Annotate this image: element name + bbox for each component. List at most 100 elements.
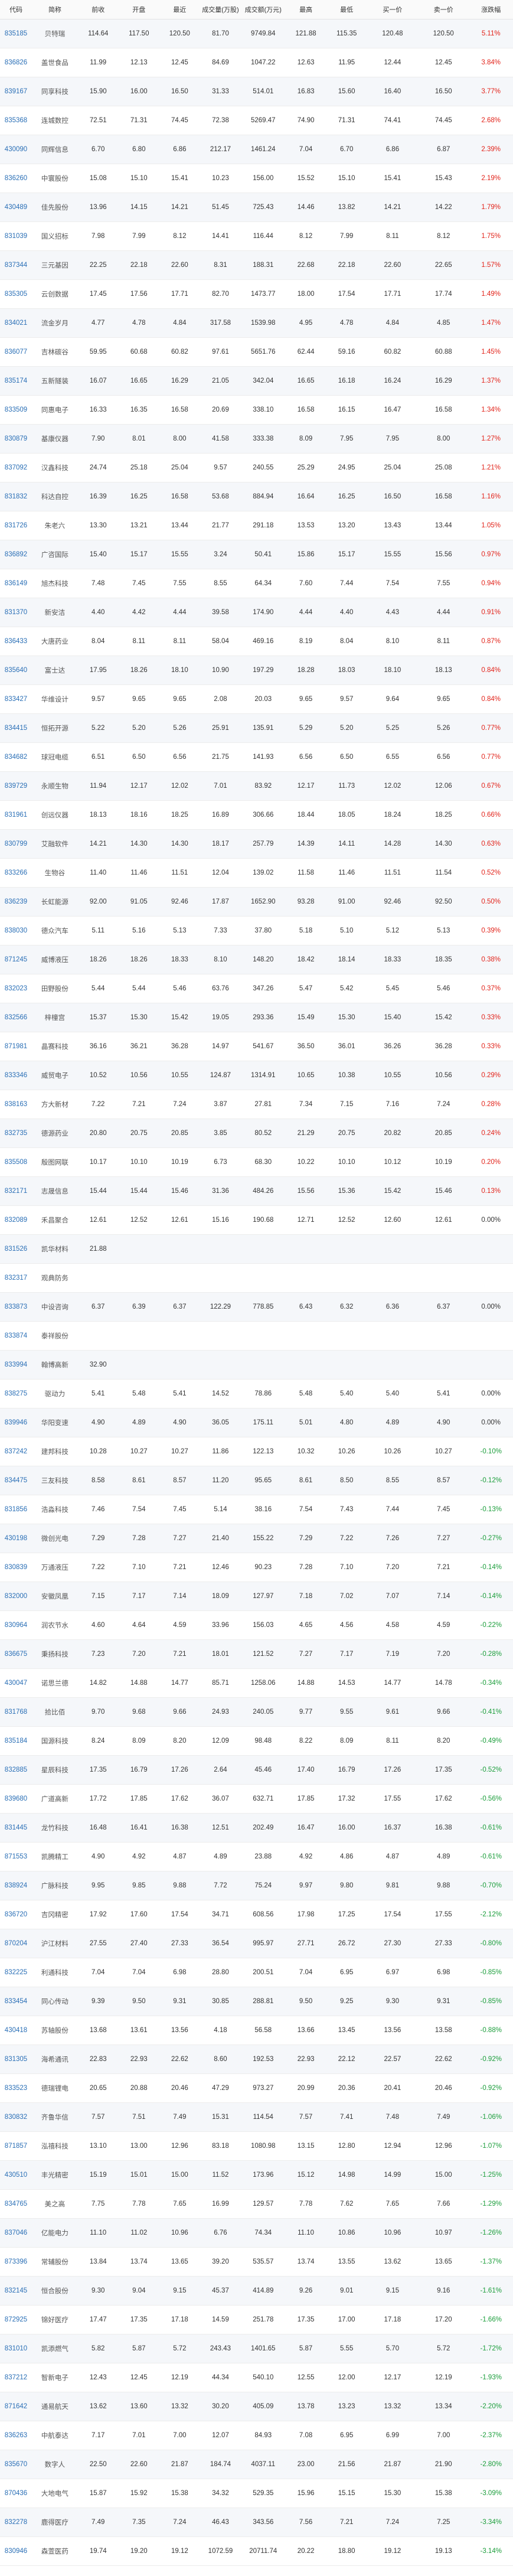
stock-name[interactable]: 鹿得医疗: [31, 2507, 78, 2537]
stock-code[interactable]: 832225: [0, 1958, 32, 1987]
table-row[interactable]: 831768 拾比佰 9.70 9.68 9.66 24.93 240.05 9.77 9.55…: [0, 1697, 513, 1727]
stock-code[interactable]: 839680: [0, 1784, 32, 1814]
stock-code[interactable]: 871553: [0, 1842, 32, 1871]
stock-code[interactable]: 836675: [0, 1639, 32, 1669]
table-row[interactable]: 832566 梓橦宫 15.37 15.30 15.42 19.05 293.36 15.49…: [0, 1003, 513, 1032]
stock-name[interactable]: 浩淼科技: [31, 1495, 78, 1524]
stock-code[interactable]: 430198: [0, 1524, 32, 1553]
stock-code[interactable]: 838030: [0, 916, 32, 945]
stock-code[interactable]: 831961: [0, 800, 32, 830]
stock-code[interactable]: 836239: [0, 887, 32, 917]
stock-name[interactable]: 观典防务: [31, 1263, 78, 1293]
stock-name[interactable]: 凯腾精工: [31, 1842, 78, 1871]
stock-code[interactable]: 835368: [0, 106, 32, 135]
table-row[interactable]: 832023 田野股份 5.44 5.44 5.46 63.76 347.26 5.47 5.4…: [0, 974, 513, 1003]
stock-name[interactable]: 恒拓开源: [31, 713, 78, 743]
table-row[interactable]: 831726 朱老六 13.30 13.21 13.44 21.77 291.18 13.53…: [0, 511, 513, 540]
stock-name[interactable]: 拾比佰: [31, 1697, 78, 1727]
stock-code[interactable]: 839946: [0, 1408, 32, 1437]
stock-code[interactable]: 837212: [0, 2363, 32, 2392]
stock-name[interactable]: 驱动力: [31, 1379, 78, 1408]
stock-name[interactable]: 国义招标: [31, 221, 78, 251]
stock-code[interactable]: 871245: [0, 945, 32, 974]
stock-name[interactable]: 汉鑫科技: [31, 453, 78, 482]
table-row[interactable]: 430510 丰光精密 15.19 15.01 15.00 11.52 173.96 15.1…: [0, 2160, 513, 2190]
stock-code[interactable]: 836433: [0, 627, 32, 656]
stock-code[interactable]: 835640: [0, 656, 32, 685]
stock-code[interactable]: 832145: [0, 2276, 32, 2306]
stock-name[interactable]: 常辅股份: [31, 2247, 78, 2277]
table-row[interactable]: 835670 数字人 22.50 22.60 21.87 184.74 4037.11 23.…: [0, 2450, 513, 2479]
stock-name[interactable]: 华维设计: [31, 684, 78, 714]
table-row[interactable]: 831445 龙竹科技 16.48 16.41 16.38 12.51 202.49 16.4…: [0, 1813, 513, 1843]
stock-name[interactable]: 永顺生物: [31, 771, 78, 801]
table-row[interactable]: 871642 通易航天 13.62 13.60 13.32 30.20 405.09 13.7…: [0, 2392, 513, 2421]
stock-code[interactable]: 836149: [0, 569, 32, 598]
stock-code[interactable]: 835508: [0, 1147, 32, 1177]
stock-code[interactable]: 832171: [0, 1176, 32, 1206]
stock-name[interactable]: 恒合股份: [31, 2276, 78, 2306]
stock-name[interactable]: 富士达: [31, 656, 78, 685]
stock-name[interactable]: 长虹能源: [31, 887, 78, 917]
stock-name[interactable]: 连城数控: [31, 106, 78, 135]
table-row[interactable]: 830799 艾融软件 14.21 14.30 14.30 18.17 257.79 14.3…: [0, 829, 513, 859]
stock-name[interactable]: 威博液压: [31, 945, 78, 974]
stock-name[interactable]: 沪江材料: [31, 1929, 78, 1958]
table-row[interactable]: 839729 永顺生物 11.94 12.17 12.02 7.01 83.92 12.17 1…: [0, 771, 513, 801]
stock-name[interactable]: 吉林碳谷: [31, 337, 78, 367]
stock-name[interactable]: 新安洁: [31, 598, 78, 627]
stock-name[interactable]: 同心传动: [31, 1987, 78, 2016]
table-row[interactable]: 870436 大地电气 15.87 15.92 15.38 34.32 529.35 15.9…: [0, 2479, 513, 2508]
stock-name[interactable]: 云创数据: [31, 279, 78, 309]
stock-code[interactable]: 838275: [0, 1379, 32, 1408]
stock-name[interactable]: 同辉信息: [31, 135, 78, 164]
stock-code[interactable]: 830964: [0, 1610, 32, 1640]
stock-code[interactable]: 430047: [0, 1668, 32, 1698]
stock-code[interactable]: 834415: [0, 713, 32, 743]
stock-code[interactable]: 837344: [0, 250, 32, 280]
stock-name[interactable]: 泰祥股份: [31, 1321, 78, 1351]
stock-name[interactable]: 美之高: [31, 2189, 78, 2219]
stock-name[interactable]: 广道高新: [31, 1784, 78, 1814]
stock-name[interactable]: 锦好医疗: [31, 2305, 78, 2334]
stock-code[interactable]: 830799: [0, 829, 32, 859]
stock-code[interactable]: 833873: [0, 1292, 32, 1322]
stock-name[interactable]: 贝特瑞: [31, 19, 78, 48]
stock-code[interactable]: 831768: [0, 1697, 32, 1727]
table-row[interactable]: 830964 润农节水 4.60 4.64 4.59 33.96 156.03 4.65 4.5…: [0, 1610, 513, 1640]
stock-name[interactable]: 志晟信息: [31, 1176, 78, 1206]
stock-name[interactable]: 国源科技: [31, 1726, 78, 1756]
stock-code[interactable]: 836263: [0, 2421, 32, 2450]
table-row[interactable]: 870204 沪江材料 27.55 27.40 27.33 36.54 995.97 27.7…: [0, 1929, 513, 1958]
stock-code[interactable]: 832023: [0, 974, 32, 1003]
table-row[interactable]: 832278 鹿得医疗 7.49 7.35 7.24 46.43 343.56 7.56 7.2…: [0, 2507, 513, 2537]
table-row[interactable]: 833994 翰博高新 32.90: [0, 1350, 513, 1380]
column-header-change-pct[interactable]: 涨跌幅: [469, 0, 513, 19]
stock-code[interactable]: 837046: [0, 2218, 32, 2248]
table-row[interactable]: 830832 齐鲁华信 7.57 7.51 7.49 15.31 114.54 7.57 7.4…: [0, 2102, 513, 2132]
table-row[interactable]: 837092 汉鑫科技 24.74 25.18 25.04 9.57 240.55 25.29…: [0, 453, 513, 482]
stock-name[interactable]: 中设咨询: [31, 1292, 78, 1322]
column-header-name[interactable]: 简称: [31, 0, 78, 19]
table-row[interactable]: 831039 国义招标 7.98 7.99 8.12 14.41 116.44 8.12 7.9…: [0, 221, 513, 251]
stock-name[interactable]: 海希通讯: [31, 2045, 78, 2074]
table-row[interactable]: 835185 贝特瑞 114.64 117.50 120.50 81.70 9749.84 1…: [0, 19, 513, 48]
table-row[interactable]: 832171 志晟信息 15.44 15.44 15.46 31.36 484.26 15.5…: [0, 1176, 513, 1206]
stock-code[interactable]: 834765: [0, 2189, 32, 2219]
stock-code[interactable]: 838924: [0, 1871, 32, 1900]
table-row[interactable]: 833346 威贸电子 10.52 10.56 10.55 124.87 1314.91 10…: [0, 1061, 513, 1090]
table-row[interactable]: 836433 大唐药业 8.04 8.11 8.11 58.04 469.16 8.19 8.0…: [0, 627, 513, 656]
stock-code[interactable]: 831010: [0, 2334, 32, 2363]
table-row[interactable]: 836260 中寰股份 15.08 15.10 15.41 10.23 156.00 15.5…: [0, 164, 513, 193]
stock-code[interactable]: 872925: [0, 2305, 32, 2334]
table-row[interactable]: 832089 禾昌聚合 12.61 12.52 12.61 15.16 190.68 12.7…: [0, 1205, 513, 1235]
stock-code[interactable]: 870436: [0, 2479, 32, 2508]
table-row[interactable]: 430090 同辉信息 6.70 6.80 6.86 212.17 1461.24 7.04 6…: [0, 135, 513, 164]
stock-name[interactable]: 盖世食品: [31, 48, 78, 77]
table-row[interactable]: 836826 盖世食品 11.99 12.13 12.45 84.69 1047.22 12.…: [0, 48, 513, 77]
stock-code[interactable]: 836720: [0, 1900, 32, 1929]
stock-name[interactable]: 佳先股份: [31, 193, 78, 222]
table-row[interactable]: 833509 同惠电子 16.33 16.35 16.58 20.69 338.10 16.5…: [0, 395, 513, 425]
table-row[interactable]: 836239 长虹能源 92.00 91.05 92.46 17.87 1652.90 93.…: [0, 887, 513, 917]
stock-code[interactable]: 832735: [0, 1119, 32, 1148]
